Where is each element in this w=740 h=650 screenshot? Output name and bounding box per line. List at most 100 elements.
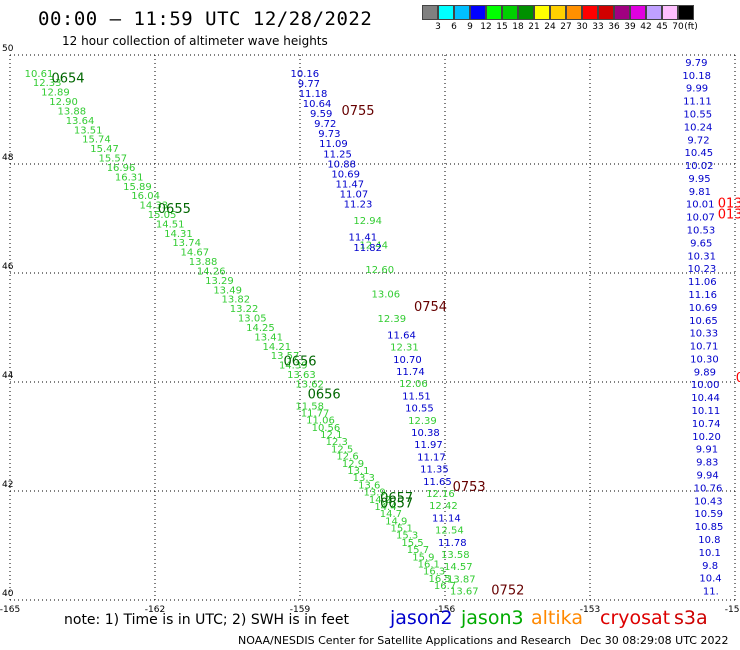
swh-value-label: 13.57 xyxy=(271,351,300,362)
legend-tick-label: 21 xyxy=(528,22,540,32)
swh-value-label: 11.41 xyxy=(349,232,378,243)
swh-value-label: 9.72 xyxy=(314,119,336,130)
swh-value-label: 10.65 xyxy=(689,316,718,327)
swh-value-label: 13.1 xyxy=(347,466,369,477)
swh-value-label: 13.88 xyxy=(189,257,218,268)
swh-value-label: 12.33 xyxy=(33,78,62,89)
swh-value-label: 11.97 xyxy=(414,440,443,451)
legend-tick-label: 39 xyxy=(624,22,636,32)
y-tick-label: 46 xyxy=(2,262,14,272)
satellite-altika: altika xyxy=(531,607,583,629)
swh-value-label: 9.8 xyxy=(702,561,718,572)
swh-value-label: 10.71 xyxy=(690,342,719,353)
y-tick-label: 42 xyxy=(2,480,13,490)
legend-tick-label: 42 xyxy=(640,22,652,32)
swh-value-label: 15.57 xyxy=(98,154,127,165)
swh-value-label: 13.62 xyxy=(295,379,324,390)
legend-tick-label: 70 xyxy=(672,22,684,32)
legend-swatch xyxy=(582,5,598,20)
swh-value-label: 10.85 xyxy=(695,522,724,533)
swh-value-label: 13.74 xyxy=(172,238,201,249)
swh-value-label: 10.38 xyxy=(411,428,440,439)
swh-value-label: 14.4 xyxy=(374,502,396,513)
swh-value-label: 13.6 xyxy=(358,480,380,491)
swh-value-label: 10.24 xyxy=(684,122,713,133)
swh-value-label: 14.57 xyxy=(444,562,473,573)
swh-value-label: 10.64 xyxy=(303,99,332,110)
swh-value-label: 12.42 xyxy=(429,501,458,512)
swh-value-label: 13.51 xyxy=(74,125,103,136)
satellite-jason3: jason3 xyxy=(461,607,524,629)
swh-value-label: 11.82 xyxy=(353,243,382,254)
pass-time-label: 0656 xyxy=(283,355,316,370)
legend-tick-label: 36 xyxy=(608,22,620,32)
swh-value-label: 11.25 xyxy=(323,149,352,160)
satellite-jason2: jason2 xyxy=(390,607,453,629)
swh-value-label: 11.16 xyxy=(688,290,717,301)
swh-value-label: 15.5 xyxy=(401,538,423,549)
swh-value-label: 11.23 xyxy=(344,200,373,211)
credit-date: Dec 30 08:29:08 UTC 2022 xyxy=(580,634,729,647)
swh-value-label: 13.41 xyxy=(254,332,283,343)
x-tick-label: -150 xyxy=(725,605,740,615)
swh-value-label: 12.06 xyxy=(399,379,428,390)
legend-tick-label: 12 xyxy=(480,22,492,32)
swh-value-label: 10.55 xyxy=(405,404,434,415)
swh-value-label: 11.18 xyxy=(299,89,328,100)
swh-value-label: 12.54 xyxy=(435,526,464,537)
swh-value-label: 15.74 xyxy=(82,135,111,146)
swh-value-label: 12.94 xyxy=(353,216,382,227)
swh-value-label: 13.22 xyxy=(230,304,259,315)
swh-value-label: 14.51 xyxy=(156,219,185,230)
legend-unit-label: (ft) xyxy=(684,22,698,32)
legend-tick-label: 18 xyxy=(512,22,524,32)
swh-value-label: 10.01 xyxy=(686,200,715,211)
swh-value-label: 13.9 xyxy=(363,488,385,499)
legend-swatch xyxy=(486,5,502,20)
legend-tick-label: 33 xyxy=(592,22,604,32)
cryosat-time-label: 013 xyxy=(718,208,740,223)
swh-value-label: 11.09 xyxy=(319,139,348,150)
swh-value-label: 14.9 xyxy=(385,516,407,527)
swh-value-label: 10.70 xyxy=(393,355,422,366)
y-tick-label: 40 xyxy=(2,589,14,599)
swh-value-label: 9.65 xyxy=(690,238,712,249)
swh-value-label: 12.6 xyxy=(336,452,358,463)
swh-value-label: 11.14 xyxy=(432,513,461,524)
swh-value-label: 11.74 xyxy=(396,367,425,378)
swh-value-label: 12.16 xyxy=(426,489,455,500)
credit-text: NOAA/NESDIS Center for Satellite Applica… xyxy=(238,634,572,647)
swh-value-label: 10.4 xyxy=(699,574,721,585)
pass-time-label: 0656 xyxy=(308,387,341,402)
color-legend: 3 6 9 12 15 18 21 24 27 30 33 36 39 42 45 70 (ft) xyxy=(422,5,698,34)
x-tick-label: -162 xyxy=(145,605,165,615)
swh-value-label: 12.89 xyxy=(41,88,70,99)
swh-value-label: 11.06 xyxy=(306,416,335,427)
swh-value-label: 14.39 xyxy=(279,361,308,372)
swh-value-label: 13.29 xyxy=(205,276,234,287)
footer-note: note: 1) Time is in UTC; 2) SWH is in fe… xyxy=(64,612,350,628)
pass-time-label: 0754 xyxy=(414,300,447,315)
swh-value-label: 13.64 xyxy=(66,116,95,127)
swh-value-label: 13.49 xyxy=(213,285,242,296)
swh-value-label: 10.20 xyxy=(692,432,721,443)
swh-value-label: 11.11 xyxy=(683,97,712,108)
swh-value-label: 10.56 xyxy=(312,423,341,434)
swh-value-label: 14.2 xyxy=(369,495,391,506)
swh-value-label: 9.81 xyxy=(689,187,711,198)
swh-value-label: 12.9 xyxy=(342,459,364,470)
swh-value-label: 10.59 xyxy=(694,509,723,520)
swh-value-label: 9.95 xyxy=(688,174,710,185)
swh-value-label: 10.61 xyxy=(25,69,54,80)
legend-tick-label: 9 xyxy=(467,22,473,32)
swh-value-label: 10.1 xyxy=(699,548,721,559)
swh-value-label: 14.33 xyxy=(140,201,169,212)
swh-value-label: 15.05 xyxy=(148,210,177,221)
swh-value-label: 11.78 xyxy=(438,538,467,549)
swh-value-label: 13.87 xyxy=(447,574,476,585)
swh-value-label: 11.51 xyxy=(402,391,431,402)
swh-value-label: 10.11 xyxy=(692,406,721,417)
legend-tick-label: 3 xyxy=(435,22,441,32)
legend-tick-label: 15 xyxy=(496,22,508,32)
swh-value-label: 13.06 xyxy=(371,290,400,301)
